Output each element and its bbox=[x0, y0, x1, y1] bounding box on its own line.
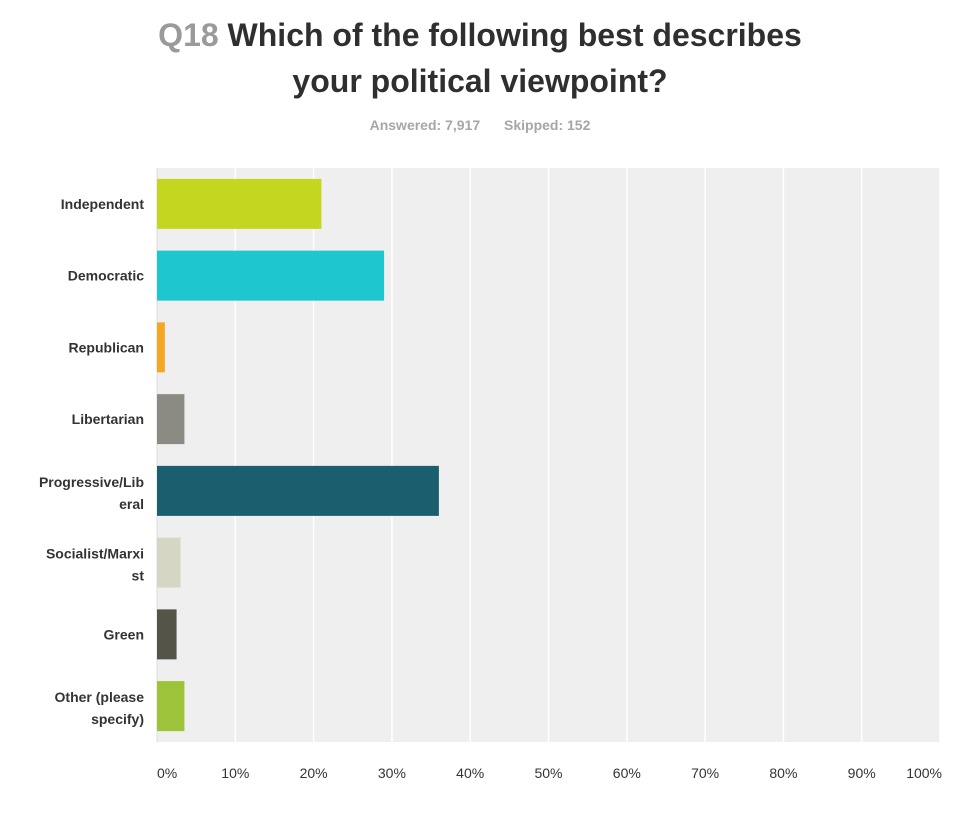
bar-4 bbox=[157, 465, 439, 516]
question-text-line-1: Which of the following best describes bbox=[227, 17, 802, 53]
category-label-line: Green bbox=[104, 626, 144, 642]
category-label-line: Progressive/Lib bbox=[39, 474, 144, 490]
category-label-line: eral bbox=[119, 496, 144, 512]
category-label-7: Other (please specify) bbox=[55, 689, 145, 727]
category-label-5: Socialist/Marxi st bbox=[46, 546, 144, 584]
bar-5 bbox=[157, 537, 181, 588]
category-label-6: Green bbox=[104, 626, 144, 642]
category-label-line: Independent bbox=[61, 196, 145, 212]
category-label-line: Libertarian bbox=[72, 411, 144, 427]
category-label-line: Socialist/Marxi bbox=[46, 546, 144, 562]
bar-1 bbox=[157, 250, 385, 301]
bar-7 bbox=[157, 681, 185, 732]
x-tick-label: 90% bbox=[848, 765, 876, 781]
x-tick-label: 40% bbox=[456, 765, 484, 781]
x-tick-label: 100% bbox=[906, 765, 942, 781]
category-label-2: Republican bbox=[69, 339, 144, 355]
question-number: Q18 bbox=[158, 17, 219, 53]
category-label-line: st bbox=[132, 568, 145, 584]
bar-3 bbox=[157, 394, 185, 445]
bar-0 bbox=[157, 178, 322, 229]
category-label-4: Progressive/Lib eral bbox=[39, 474, 144, 512]
chart-title: Q18 Which of the following best describe… bbox=[100, 12, 860, 104]
x-tick-label: 0% bbox=[157, 765, 177, 781]
answered-count: Answered: 7,917 bbox=[369, 117, 481, 133]
category-label-3: Libertarian bbox=[72, 411, 144, 427]
category-label-0: Independent bbox=[61, 196, 145, 212]
category-label-line: Democratic bbox=[68, 268, 144, 284]
category-label-line: specify) bbox=[91, 711, 144, 727]
x-tick-label: 60% bbox=[613, 765, 641, 781]
x-tick-label: 70% bbox=[691, 765, 719, 781]
response-stats: Answered: 7,917 Skipped: 152 bbox=[100, 117, 860, 133]
x-tick-label: 80% bbox=[769, 765, 797, 781]
title-line-1: Q18 Which of the following best describe… bbox=[100, 12, 860, 58]
x-tick-label: 50% bbox=[534, 765, 562, 781]
skipped-count: Skipped: 152 bbox=[504, 117, 591, 133]
x-tick-label: 10% bbox=[221, 765, 249, 781]
x-tick-label: 20% bbox=[300, 765, 328, 781]
category-label-line: Republican bbox=[69, 339, 144, 355]
bar-2 bbox=[157, 322, 165, 373]
bar-6 bbox=[157, 609, 177, 660]
x-tick-label: 30% bbox=[378, 765, 406, 781]
category-label-1: Democratic bbox=[68, 268, 144, 284]
question-text-line-2: your political viewpoint? bbox=[292, 63, 668, 99]
category-label-line: Other (please bbox=[55, 689, 145, 705]
